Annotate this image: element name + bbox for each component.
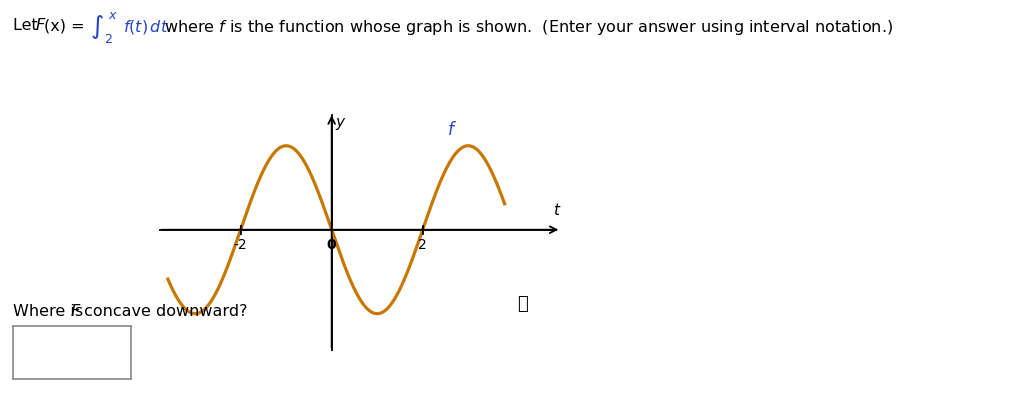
Text: F: F [71,304,80,319]
Text: $f(t)\,dt$: $f(t)\,dt$ [123,18,169,36]
Text: -2: -2 [233,239,248,252]
Text: concave downward?: concave downward? [79,304,248,319]
Text: F: F [36,18,45,33]
Text: 2: 2 [419,239,427,252]
Text: Where is: Where is [13,304,88,319]
Text: Let: Let [13,18,43,33]
Text: $\int_{\,2}^{\;x}$: $\int_{\,2}^{\;x}$ [90,10,119,45]
Text: (x) =: (x) = [44,18,90,33]
Text: y: y [335,115,344,130]
Text: f: f [447,121,454,139]
Text: t: t [554,203,559,218]
Text: where $f$ is the function whose graph is shown.  (Enter your answer using interv: where $f$ is the function whose graph is… [159,18,893,37]
Text: ⓘ: ⓘ [517,295,528,313]
Text: 0: 0 [327,239,337,252]
